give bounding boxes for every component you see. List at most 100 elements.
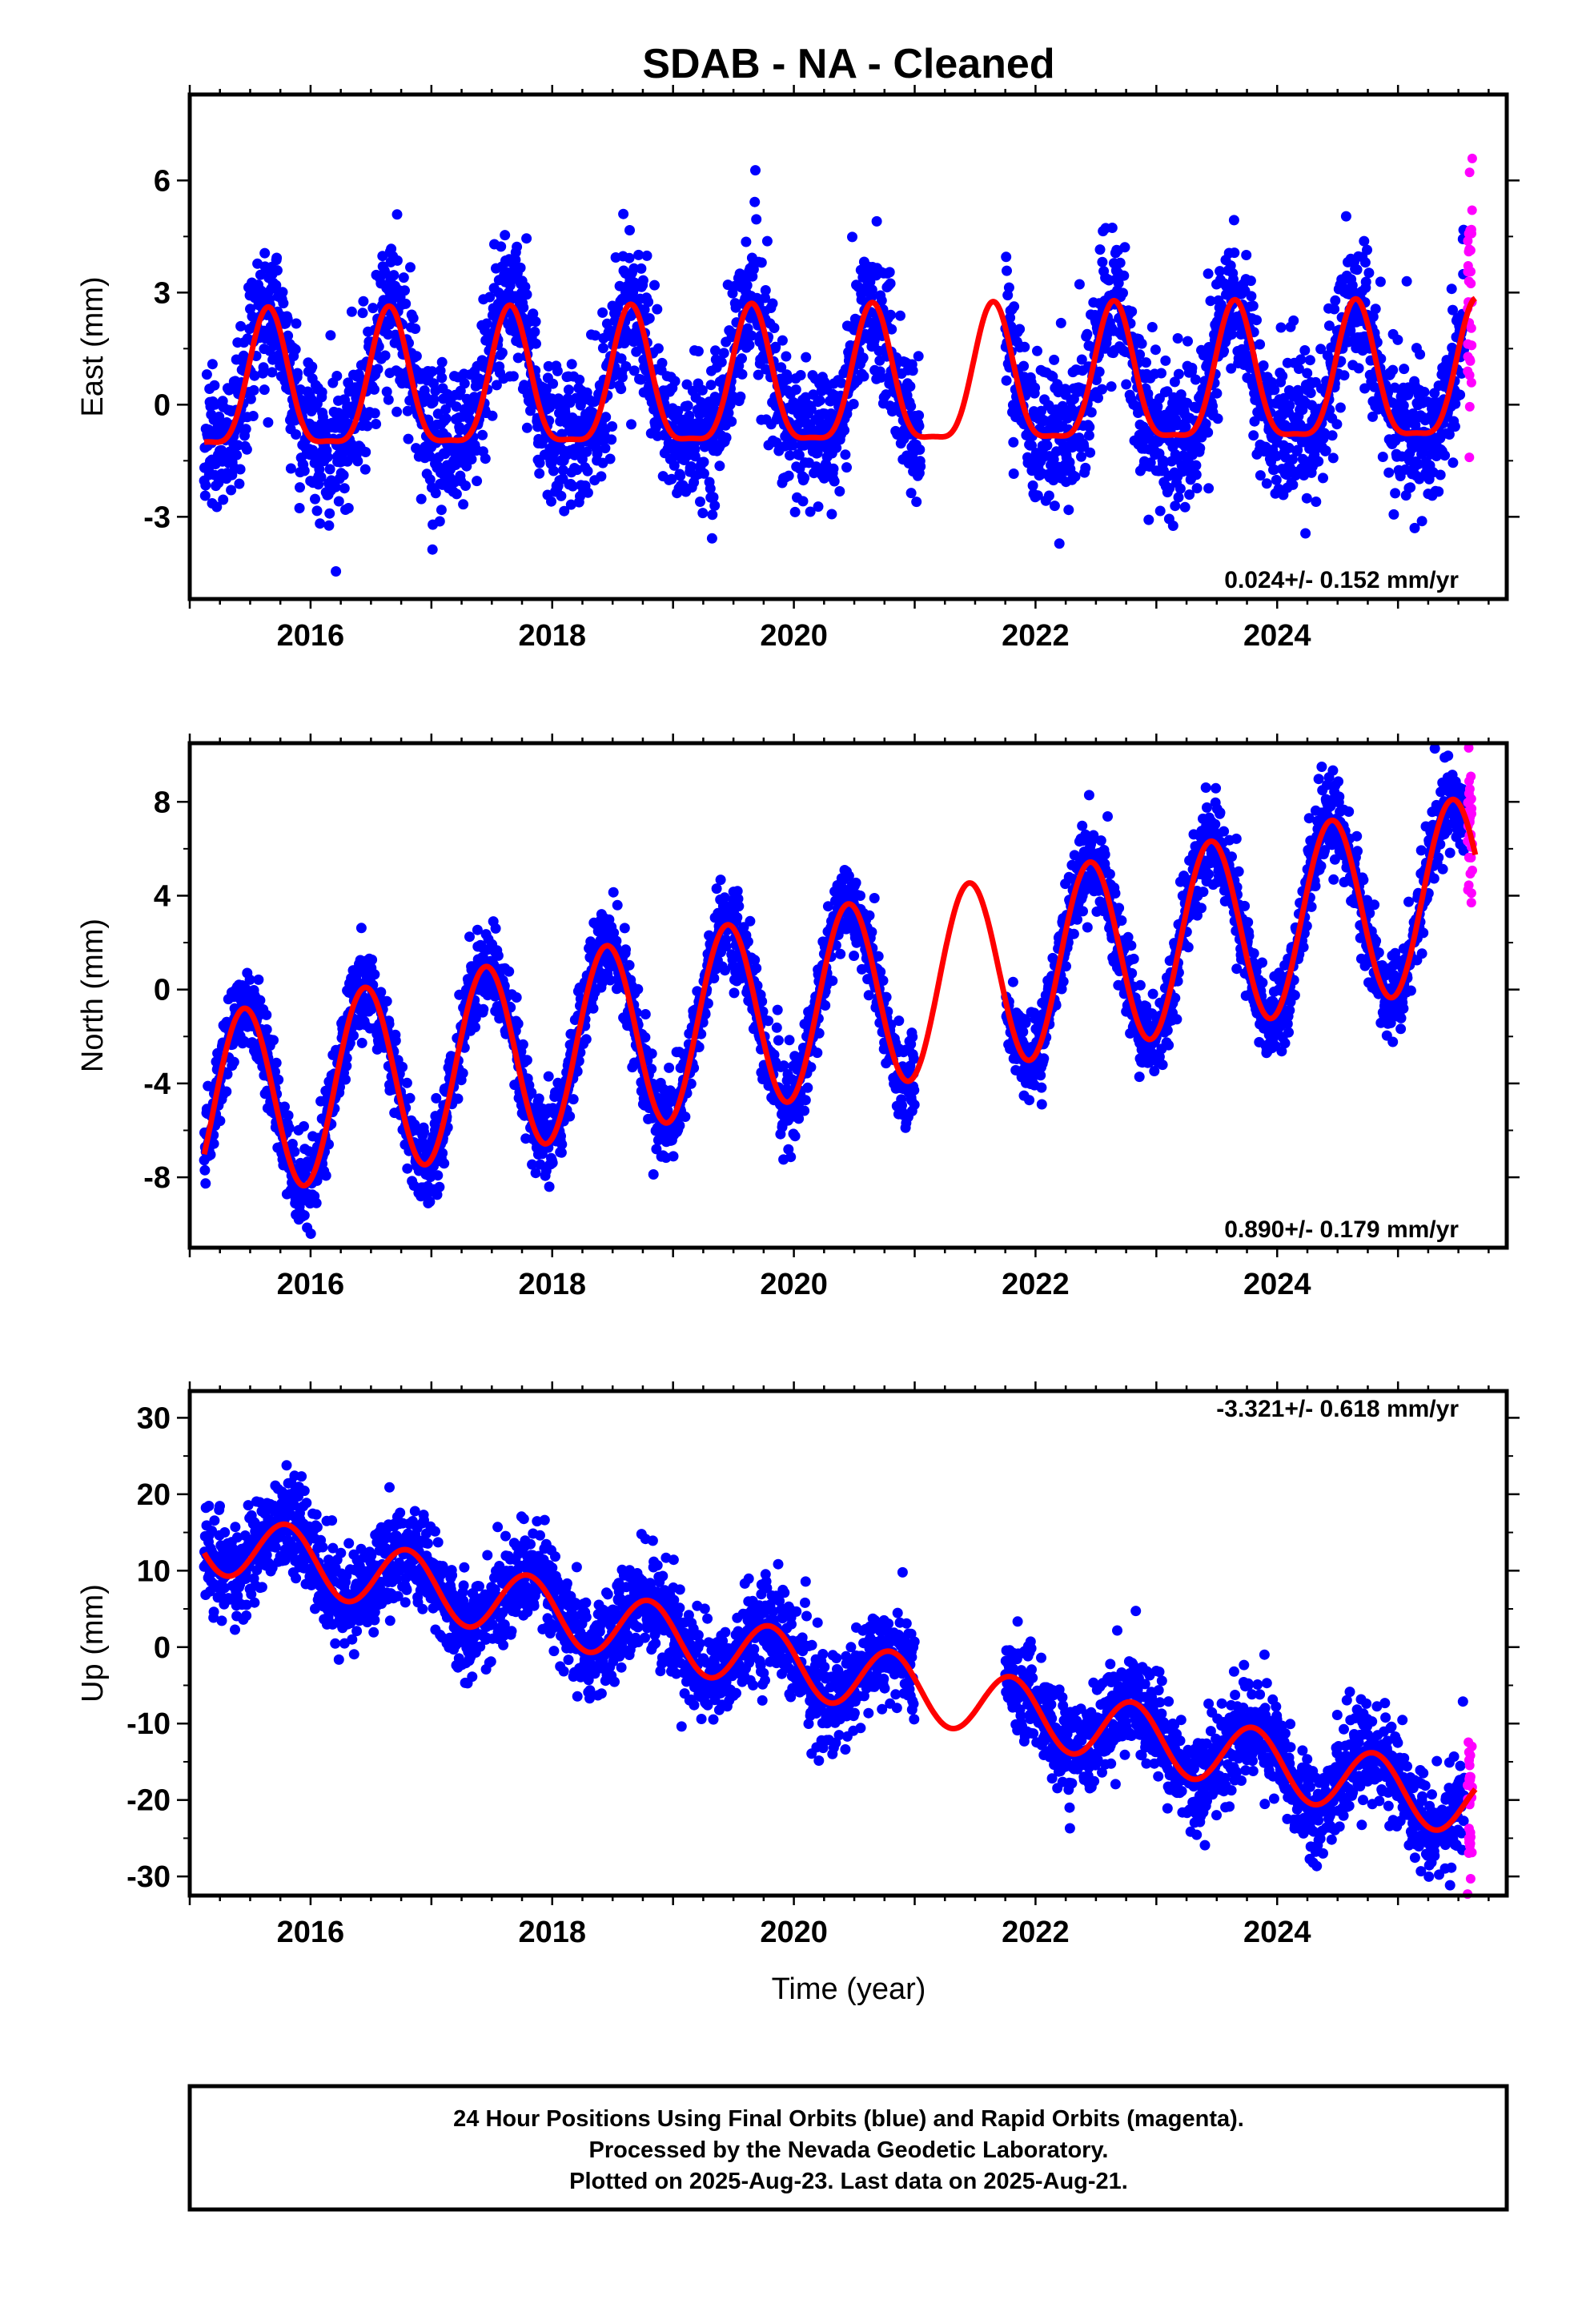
east-final-point bbox=[480, 453, 491, 464]
east-final-point bbox=[436, 356, 448, 368]
east-final-point bbox=[241, 444, 252, 455]
east-final-point bbox=[199, 490, 211, 501]
north-final-point bbox=[544, 1181, 555, 1192]
east-final-point bbox=[247, 411, 259, 421]
east-final-point bbox=[1174, 483, 1186, 494]
east-final-point bbox=[1143, 514, 1154, 525]
east-final-point bbox=[858, 371, 869, 382]
east-final-point bbox=[813, 501, 824, 513]
east-final-point bbox=[914, 444, 926, 455]
east-final-point bbox=[641, 250, 652, 261]
east-final-point bbox=[339, 483, 350, 494]
north-final-point bbox=[464, 931, 475, 943]
east-final-point bbox=[1302, 368, 1313, 379]
east-final-point bbox=[705, 380, 717, 391]
north-final-point bbox=[457, 1068, 468, 1079]
north-final-point bbox=[419, 1126, 429, 1137]
east-final-point bbox=[248, 384, 259, 396]
east-final-point bbox=[767, 298, 778, 309]
north-final-point bbox=[521, 1055, 532, 1066]
east-final-point bbox=[410, 324, 421, 334]
north-final-point bbox=[434, 1181, 445, 1192]
east-final-point bbox=[1118, 287, 1128, 299]
east-x-tick-label: 2020 bbox=[760, 619, 828, 653]
east-final-point bbox=[271, 279, 282, 291]
north-final-point bbox=[470, 1022, 480, 1033]
east-final-point bbox=[1375, 276, 1386, 287]
east-final-point bbox=[840, 449, 851, 460]
east-final-point bbox=[521, 422, 532, 433]
east-final-point bbox=[455, 424, 465, 436]
east-final-point bbox=[331, 566, 342, 577]
east-final-point bbox=[487, 410, 498, 421]
east-final-point bbox=[1331, 419, 1343, 430]
east-final-point bbox=[201, 369, 212, 380]
east-final-point bbox=[1251, 315, 1262, 326]
east-final-point bbox=[496, 348, 508, 358]
east-final-point bbox=[377, 251, 388, 262]
east-final-point bbox=[716, 356, 727, 368]
east-final-point bbox=[582, 487, 593, 498]
north-final-point bbox=[215, 1116, 226, 1127]
east-final-point bbox=[1335, 402, 1346, 413]
east-rapid-point bbox=[1464, 401, 1475, 412]
east-final-point bbox=[760, 285, 771, 296]
east-final-point bbox=[267, 367, 278, 378]
east-final-point bbox=[552, 365, 563, 376]
east-final-point bbox=[534, 468, 545, 479]
east-final-point bbox=[440, 413, 452, 424]
east-rapid-point bbox=[1465, 245, 1476, 255]
east-final-point bbox=[343, 503, 354, 513]
east-final-point bbox=[913, 410, 925, 421]
east-final-point bbox=[1392, 334, 1403, 345]
east-final-point bbox=[458, 499, 469, 510]
east-final-point bbox=[1255, 339, 1266, 350]
north-final-point bbox=[283, 1110, 294, 1121]
east-final-point bbox=[481, 318, 492, 329]
east-final-point bbox=[451, 401, 462, 412]
east-final-point bbox=[1301, 493, 1312, 504]
east-final-point bbox=[574, 374, 585, 385]
east-final-point bbox=[684, 410, 695, 421]
east-final-point bbox=[693, 346, 704, 357]
east-final-point bbox=[643, 296, 654, 308]
east-final-point bbox=[1370, 304, 1381, 315]
east-final-point bbox=[582, 465, 593, 476]
east-final-point bbox=[427, 544, 438, 555]
east-final-point bbox=[737, 368, 748, 380]
north-final-point bbox=[533, 1093, 544, 1104]
east-final-point bbox=[548, 378, 559, 389]
east-final-point bbox=[324, 508, 335, 519]
east-final-point bbox=[685, 461, 697, 472]
east-final-point bbox=[626, 419, 636, 430]
east-final-point bbox=[828, 463, 839, 474]
east-final-point bbox=[618, 208, 629, 219]
east-final-point bbox=[1327, 430, 1338, 441]
east-final-point bbox=[905, 488, 917, 499]
north-final-point bbox=[271, 1057, 282, 1068]
east-final-point bbox=[905, 400, 917, 412]
east-final-point bbox=[1275, 322, 1287, 333]
north-final-point bbox=[381, 995, 392, 1007]
east-final-point bbox=[607, 421, 618, 432]
east-final-point bbox=[200, 480, 211, 491]
east-final-point bbox=[1182, 336, 1193, 347]
east-final-point bbox=[436, 372, 448, 384]
east-final-point bbox=[528, 308, 539, 320]
east-final-point bbox=[430, 488, 441, 499]
east-final-point bbox=[1049, 501, 1060, 512]
north-final-point bbox=[299, 1121, 309, 1132]
east-final-point bbox=[1284, 400, 1295, 411]
east-final-point bbox=[1014, 324, 1026, 335]
east-final-point bbox=[1191, 469, 1202, 480]
east-final-point bbox=[1032, 345, 1042, 356]
east-final-point bbox=[1360, 276, 1371, 287]
east-final-point bbox=[428, 394, 440, 405]
east-final-point bbox=[656, 357, 668, 368]
east-final-point bbox=[649, 279, 660, 291]
east-final-point bbox=[271, 252, 283, 263]
east-final-point bbox=[1248, 430, 1259, 441]
east-final-point bbox=[1401, 275, 1412, 287]
east-final-point bbox=[209, 380, 220, 391]
